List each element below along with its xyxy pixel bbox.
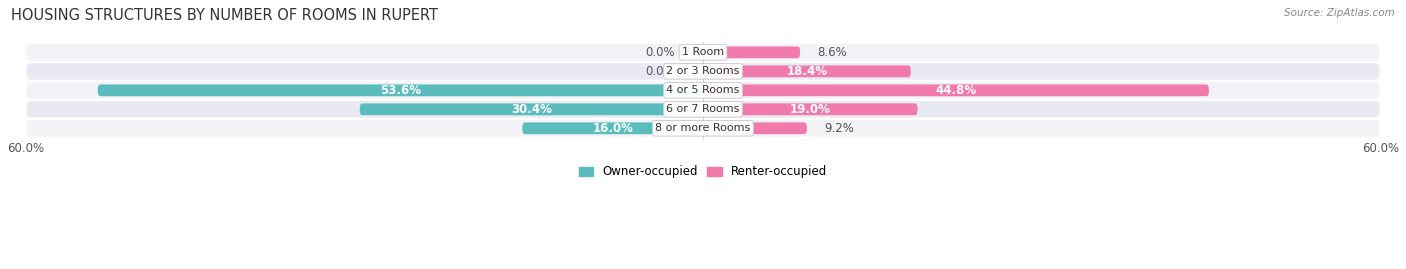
Text: Source: ZipAtlas.com: Source: ZipAtlas.com	[1284, 8, 1395, 18]
Text: 6 or 7 Rooms: 6 or 7 Rooms	[666, 104, 740, 114]
FancyBboxPatch shape	[25, 62, 1381, 81]
Text: 8 or more Rooms: 8 or more Rooms	[655, 123, 751, 133]
Text: 30.4%: 30.4%	[510, 103, 551, 116]
Text: 19.0%: 19.0%	[790, 103, 831, 116]
Text: 2 or 3 Rooms: 2 or 3 Rooms	[666, 66, 740, 76]
FancyBboxPatch shape	[25, 81, 1381, 100]
FancyBboxPatch shape	[703, 122, 807, 134]
FancyBboxPatch shape	[523, 122, 703, 134]
Text: 44.8%: 44.8%	[935, 84, 977, 97]
Text: HOUSING STRUCTURES BY NUMBER OF ROOMS IN RUPERT: HOUSING STRUCTURES BY NUMBER OF ROOMS IN…	[11, 8, 439, 23]
Text: 16.0%: 16.0%	[592, 122, 633, 135]
Text: 1 Room: 1 Room	[682, 47, 724, 57]
Text: 0.0%: 0.0%	[645, 46, 675, 59]
Text: 18.4%: 18.4%	[786, 65, 827, 78]
FancyBboxPatch shape	[703, 103, 918, 115]
Text: 9.2%: 9.2%	[824, 122, 853, 135]
FancyBboxPatch shape	[703, 47, 800, 58]
Text: 8.6%: 8.6%	[817, 46, 846, 59]
FancyBboxPatch shape	[360, 103, 703, 115]
FancyBboxPatch shape	[98, 84, 703, 96]
FancyBboxPatch shape	[25, 43, 1381, 62]
Text: 53.6%: 53.6%	[380, 84, 420, 97]
Text: 0.0%: 0.0%	[645, 65, 675, 78]
Legend: Owner-occupied, Renter-occupied: Owner-occupied, Renter-occupied	[574, 161, 832, 183]
FancyBboxPatch shape	[25, 119, 1381, 137]
FancyBboxPatch shape	[703, 84, 1209, 96]
Text: 4 or 5 Rooms: 4 or 5 Rooms	[666, 85, 740, 95]
FancyBboxPatch shape	[25, 100, 1381, 119]
FancyBboxPatch shape	[703, 65, 911, 77]
